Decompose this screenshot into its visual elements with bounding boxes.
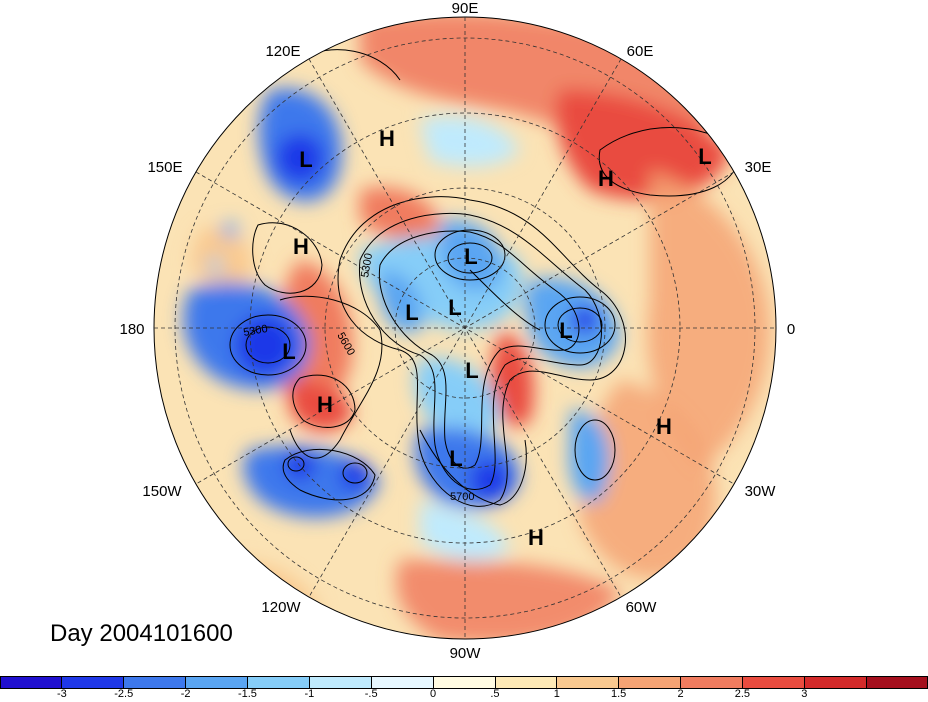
date-label: Day 2004101600 bbox=[50, 620, 233, 647]
height-contours bbox=[229, 49, 741, 507]
pressure-center: H bbox=[528, 525, 544, 550]
contour-label: 5700 bbox=[450, 491, 474, 503]
colorbar-tick-label: 0 bbox=[430, 688, 437, 700]
colorbar-tick-label: -.5 bbox=[364, 688, 378, 700]
pressure-center: L bbox=[299, 147, 312, 172]
colorbar-tick-label: -2.5 bbox=[114, 688, 134, 700]
colorbar-cell bbox=[371, 676, 434, 689]
colorbar-cell bbox=[123, 676, 186, 689]
pressure-center: L bbox=[449, 446, 462, 471]
graticule bbox=[154, 17, 776, 639]
lon-label-120w: 120W bbox=[261, 599, 301, 616]
pressure-center: L bbox=[405, 300, 418, 325]
lon-label-150w: 150W bbox=[142, 483, 182, 500]
colorbar-tick-labels: -3 -2.5 -2 -1.5 -1 -.5 0 .5 1 1.5 2 2.5 3 bbox=[0, 688, 928, 702]
pressure-centers: L H H L H L L L L L H L L H H bbox=[282, 126, 711, 550]
colorbar-tick-label: 2.5 bbox=[734, 688, 751, 700]
colorbar-tick-label: -1 bbox=[304, 688, 315, 700]
pressure-center: H bbox=[379, 126, 395, 151]
pressure-center: H bbox=[656, 414, 672, 439]
colorbar-tick-label: -3 bbox=[56, 688, 67, 700]
lon-label-30w: 30W bbox=[745, 483, 777, 500]
pressure-center: L bbox=[698, 144, 711, 169]
colorbar-cell bbox=[743, 676, 806, 689]
lon-label-150e: 150E bbox=[147, 159, 182, 176]
contour-label: 5300 bbox=[242, 323, 268, 339]
colorbar-cell bbox=[61, 676, 124, 689]
colorbar-cell bbox=[681, 676, 744, 689]
colorbar-cell bbox=[495, 676, 558, 689]
colorbar-cell bbox=[867, 676, 928, 689]
colorbar-cell bbox=[433, 676, 496, 689]
lon-label-90w: 90W bbox=[450, 645, 482, 662]
colorbar-cell bbox=[247, 676, 310, 689]
lon-label-0: 0 bbox=[787, 321, 795, 338]
contour-label: 5300 bbox=[359, 252, 375, 278]
lon-label-180: 180 bbox=[119, 321, 144, 338]
lon-label-30e: 30E bbox=[745, 159, 772, 176]
lon-label-120e: 120E bbox=[265, 43, 300, 60]
colorbar bbox=[0, 676, 928, 689]
colorbar-cell bbox=[309, 676, 372, 689]
colorbar-tick-label: 2 bbox=[677, 688, 684, 700]
colorbar-cell bbox=[619, 676, 682, 689]
colorbar-tick-label: -2 bbox=[180, 688, 191, 700]
longitude-labels: 90E 120E 60E 150E 30E 180 0 150W 30W 120… bbox=[119, 0, 795, 662]
colorbar-cell bbox=[557, 676, 620, 689]
pressure-center: L bbox=[448, 295, 461, 320]
lon-label-90e: 90E bbox=[452, 0, 479, 17]
colorbar-cell bbox=[805, 676, 868, 689]
colorbar-tick-label: 1 bbox=[553, 688, 560, 700]
colorbar-tick-label: 1.5 bbox=[611, 688, 627, 700]
pressure-center: L bbox=[465, 358, 478, 383]
colorbar-tick-label: 3 bbox=[801, 688, 808, 700]
lon-label-60e: 60E bbox=[627, 43, 654, 60]
pressure-center: H bbox=[317, 392, 333, 417]
pressure-center: H bbox=[598, 166, 614, 191]
colorbar-tick-label: .5 bbox=[490, 688, 500, 700]
colorbar-cell bbox=[0, 676, 62, 689]
colorbar-tick-label: -1.5 bbox=[237, 688, 257, 700]
pressure-center: L bbox=[559, 318, 572, 343]
pressure-center: L bbox=[464, 244, 477, 269]
pressure-center: L bbox=[282, 339, 295, 364]
polar-map: 90E 120E 60E 150E 30E 180 0 150W 30W 120… bbox=[119, 0, 795, 662]
lon-label-60w: 60W bbox=[626, 599, 658, 616]
pressure-center: H bbox=[293, 234, 309, 259]
colorbar-cell bbox=[185, 676, 248, 689]
